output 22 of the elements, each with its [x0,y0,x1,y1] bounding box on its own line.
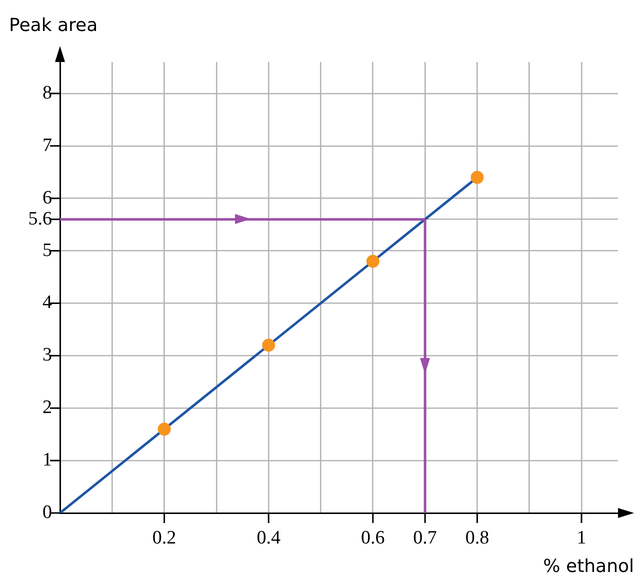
y-tick-label: 8 [42,82,52,104]
x-axis-title: % ethanol [543,556,634,577]
x-tick-label: 1 [576,527,586,548]
y-tick-label: 2 [42,397,52,418]
x-tick-label: 0.8 [465,527,490,548]
x-tick-label: 0.6 [361,527,385,548]
y-tick-label: 0 [42,502,52,523]
point [158,422,171,436]
y-tick-label: 3 [42,344,52,366]
x-tick-label: 0.4 [256,527,281,548]
point [470,170,484,184]
x-tick-label: 0.2 [152,527,176,548]
y-tick-label: 1 [42,450,52,471]
y-tick-label: 4 [42,292,52,314]
y-axis-title: Peak area [9,15,98,36]
y-tick-label: 5.6 [28,208,52,230]
y-tick-label: 7 [42,134,52,156]
point [262,338,276,352]
y-tick-label: 5 [42,240,52,261]
y-tick-label: 6 [42,187,52,208]
point [366,254,380,268]
x-tick-label: 0.7 [413,527,437,548]
